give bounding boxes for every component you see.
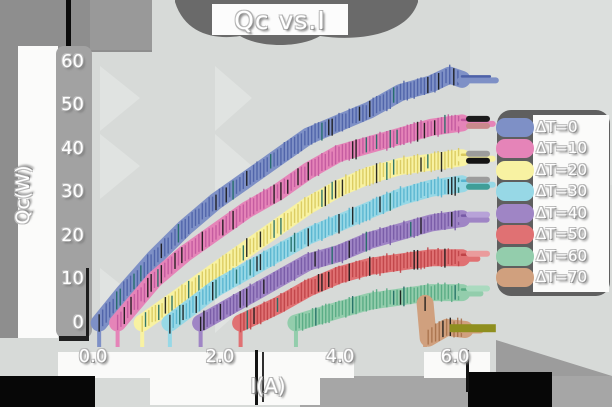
y-tick-50: 50	[61, 94, 84, 115]
legend-item: ΔT=30	[496, 181, 587, 201]
x-tick-4: 4.0	[325, 346, 355, 367]
legend-item: ΔT=20	[496, 160, 587, 180]
y-tick-30: 30	[61, 181, 84, 202]
legend-swatch	[496, 203, 534, 223]
chart-title: Qc vs.I	[234, 6, 326, 35]
x-tick-0: 0.0	[78, 346, 108, 367]
y-tick-60: 60	[61, 51, 84, 72]
legend-item: ΔT=60	[496, 246, 587, 266]
x-axis-label: I(A)	[250, 374, 286, 398]
legend-label: ΔT=0	[536, 118, 578, 136]
legend-item: ΔT=10	[496, 138, 587, 158]
legend-label: ΔT=10	[536, 139, 588, 157]
x-tick-2: 2.0	[205, 346, 235, 367]
x-tick-6: 6.0	[440, 346, 470, 367]
legend-item: ΔT=50	[496, 224, 587, 244]
legend-label: ΔT=50	[536, 225, 588, 243]
y-tick-40: 40	[61, 138, 84, 159]
legend-item: ΔT=70	[496, 267, 587, 287]
legend-swatch	[496, 160, 534, 180]
legend-swatch	[496, 138, 534, 158]
y-tick-0: 0	[72, 312, 84, 333]
legend-label: ΔT=30	[536, 182, 588, 200]
legend-swatch	[496, 267, 534, 287]
legend-item: ΔT=0	[496, 117, 578, 137]
legend: ΔT=0 ΔT=10 ΔT=20 ΔT=30 ΔT=40 ΔT=50 ΔT=60…	[496, 110, 612, 296]
y-tick-10: 10	[61, 268, 84, 289]
y-axis-label: Qc(W)	[12, 165, 34, 225]
y-tick-20: 20	[61, 225, 84, 246]
legend-item: ΔT=40	[496, 203, 587, 223]
legend-swatch	[496, 246, 534, 266]
legend-label: ΔT=20	[536, 161, 588, 179]
legend-label: ΔT=60	[536, 247, 588, 265]
legend-swatch	[496, 117, 534, 137]
legend-swatch	[496, 224, 534, 244]
legend-swatch	[496, 181, 534, 201]
legend-label: ΔT=40	[536, 204, 588, 222]
legend-label: ΔT=70	[536, 268, 588, 286]
